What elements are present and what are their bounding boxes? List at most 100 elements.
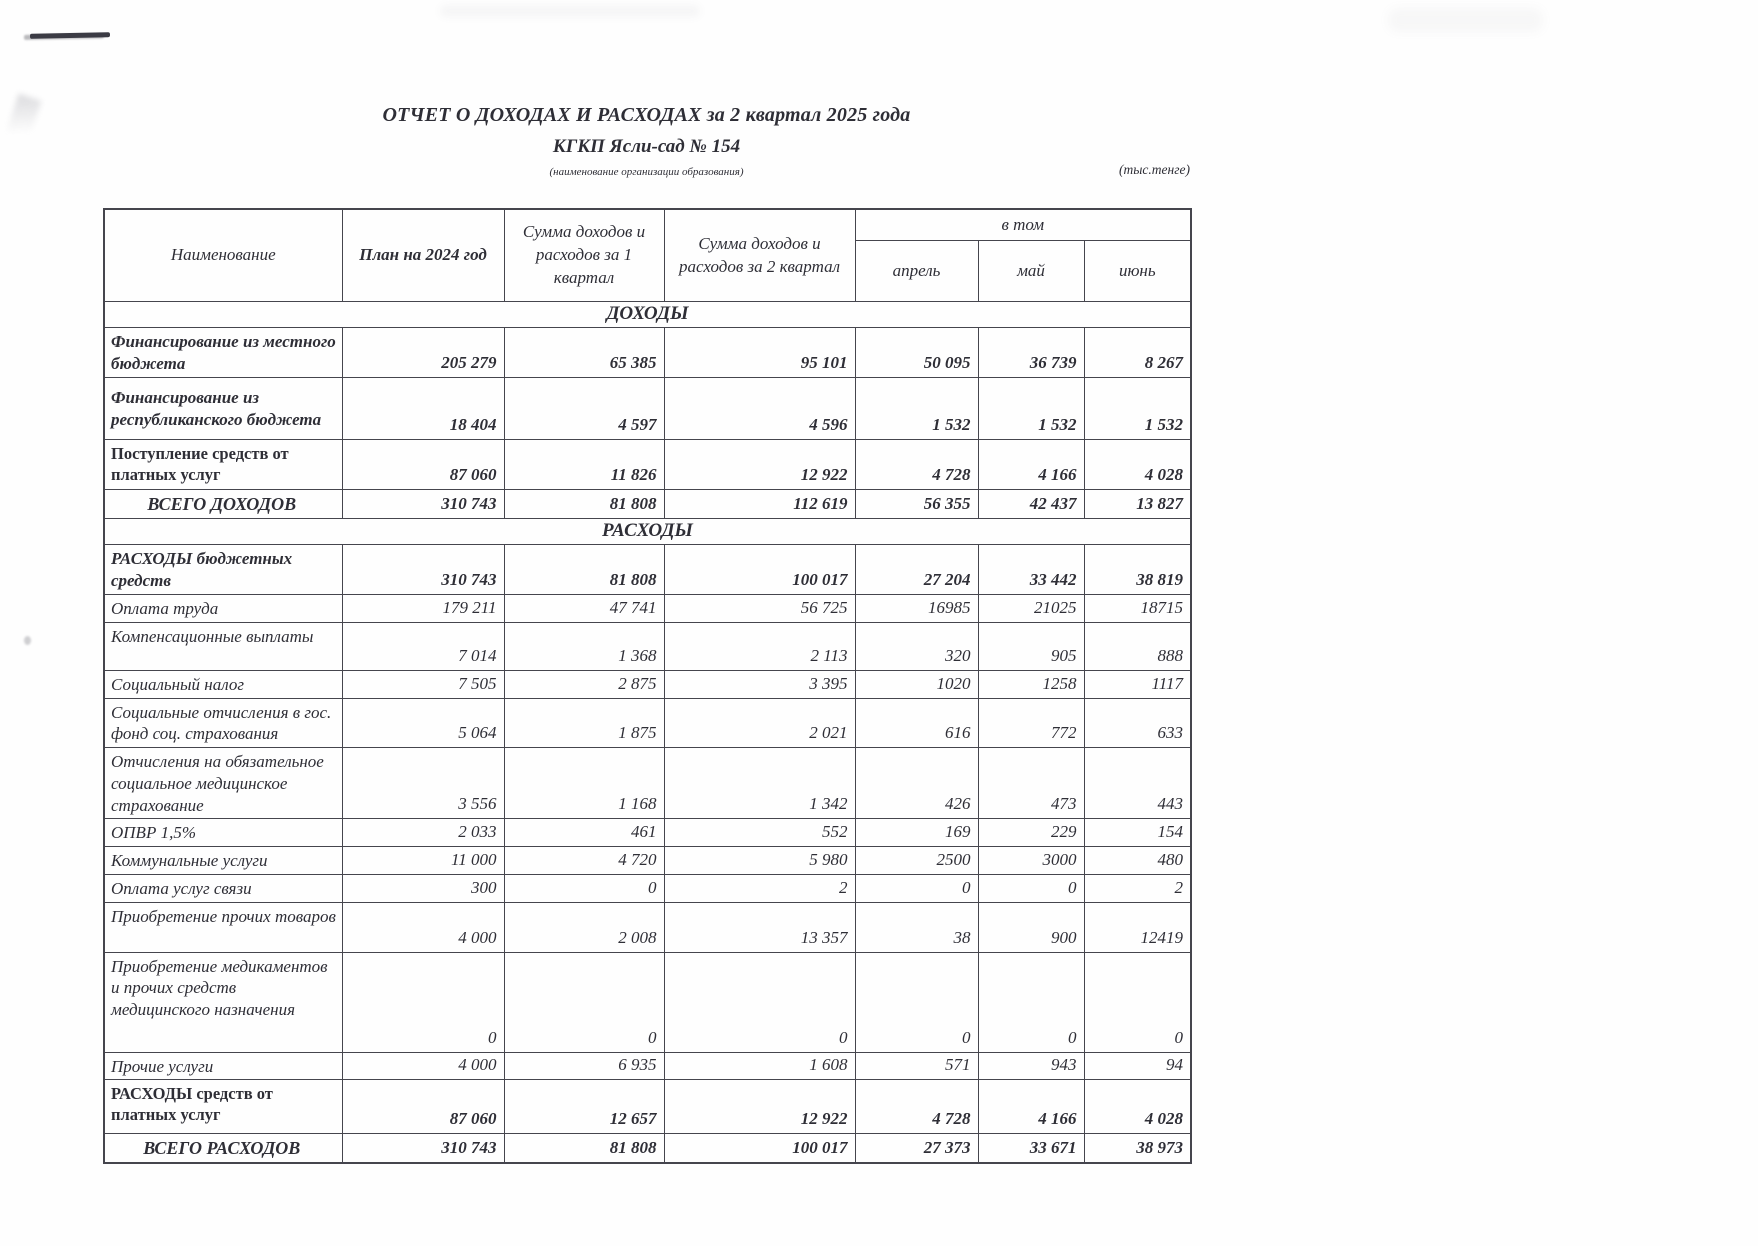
value-cell: 4 728 bbox=[854, 439, 979, 490]
value-cell: 100 017 bbox=[663, 1133, 856, 1164]
value-cell: 169 bbox=[854, 818, 979, 848]
value-cell: 905 bbox=[977, 621, 1085, 671]
row-label: Приобретение прочих товаров bbox=[103, 901, 343, 953]
value-cell: 7 505 bbox=[341, 669, 505, 699]
value-cell: 310 743 bbox=[341, 488, 505, 520]
header-row-top: Наименование План на 2024 год Сумма дохо… bbox=[103, 208, 1192, 302]
value-cell: 47 741 bbox=[503, 594, 665, 623]
value-cell: 36 739 bbox=[977, 327, 1085, 378]
value-cell: 1 875 bbox=[503, 697, 665, 749]
organization-note: (наименование организации образования) bbox=[549, 166, 744, 178]
value-cell: 0 bbox=[854, 951, 979, 1053]
value-cell: 12419 bbox=[1083, 901, 1192, 953]
row-label: РАСХОДЫ бюджетных средств bbox=[103, 544, 343, 596]
value-cell: 320 bbox=[854, 621, 979, 671]
value-cell: 154 bbox=[1083, 818, 1192, 848]
data-row: Финансирование из республиканского бюдже… bbox=[103, 377, 1192, 440]
value-cell: 426 bbox=[854, 747, 979, 820]
value-cell: 3000 bbox=[977, 846, 1085, 875]
value-cell: 7 014 bbox=[341, 621, 505, 671]
value-cell: 21025 bbox=[977, 594, 1085, 623]
organization-name: КГКП Ясли-сад № 154 bbox=[552, 136, 741, 157]
row-label: ОПВР 1,5% bbox=[103, 818, 343, 848]
value-cell: 18715 bbox=[1083, 594, 1192, 623]
row-label: Приобретение медикаментов и прочих средс… bbox=[103, 951, 343, 1053]
value-cell: 2 bbox=[1083, 873, 1192, 903]
pen-stroke-artifact bbox=[29, 32, 111, 39]
value-cell: 300 bbox=[341, 873, 505, 903]
value-cell: 12 657 bbox=[503, 1079, 665, 1135]
scan-shadow-topright-artifact bbox=[1388, 8, 1543, 32]
value-cell: 8 267 bbox=[1083, 327, 1192, 378]
value-cell: 1258 bbox=[977, 669, 1085, 699]
value-cell: 772 bbox=[977, 697, 1085, 749]
value-cell: 13 357 bbox=[663, 901, 856, 953]
value-cell: 943 bbox=[977, 1051, 1085, 1081]
value-cell: 1 532 bbox=[854, 377, 979, 440]
value-cell: 38 bbox=[854, 901, 979, 953]
value-cell: 42 437 bbox=[977, 488, 1085, 520]
data-row: Приобретение прочих товаров 4 000 2 008 13 … bbox=[103, 901, 1192, 953]
row-label: Оплата услуг связи bbox=[103, 873, 343, 903]
data-row: Финансирование из местного бюджета 205 27… bbox=[103, 327, 1192, 378]
row-label: Коммунальные услуги bbox=[103, 846, 343, 875]
data-row: Коммунальные услуги 11 000 4 720 5 980 2500 3… bbox=[103, 846, 1192, 875]
value-cell: 461 bbox=[503, 818, 665, 848]
document-title: ОТЧЕТ О ДОХОДАХ И РАСХОДАХ за 2 квартал … bbox=[382, 104, 911, 126]
col-header-plan: План на 2024 год bbox=[341, 208, 505, 302]
value-cell: 112 619 bbox=[663, 488, 856, 520]
value-cell: 205 279 bbox=[341, 327, 505, 378]
value-cell: 0 bbox=[854, 873, 979, 903]
value-cell: 552 bbox=[663, 818, 856, 848]
value-cell: 473 bbox=[977, 747, 1085, 820]
value-cell: 56 725 bbox=[663, 594, 856, 623]
data-row: Социальные отчисления в гос. фонд соц. с… bbox=[103, 697, 1192, 749]
data-row: Прочие услуги 4 000 6 935 1 608 571 943 94 bbox=[103, 1051, 1192, 1081]
value-cell: 4 728 bbox=[854, 1079, 979, 1135]
value-cell: 6 935 bbox=[503, 1051, 665, 1081]
section-row: ДОХОДЫ bbox=[103, 301, 1192, 328]
row-label: Прочие услуги bbox=[103, 1051, 343, 1081]
row-label: Отчисления на обязательное социальное ме… bbox=[103, 747, 343, 820]
value-cell: 100 017 bbox=[663, 544, 856, 596]
report-table-body: ДОХОДЫ Финансирование из местного бюджета… bbox=[103, 301, 1192, 1164]
col-header-q1: Сумма доходов и расходов за 1 квартал bbox=[503, 208, 665, 302]
value-cell: 0 bbox=[503, 951, 665, 1053]
value-cell: 2 033 bbox=[341, 818, 505, 848]
value-cell: 4 596 bbox=[663, 377, 856, 440]
value-cell: 11 000 bbox=[341, 846, 505, 875]
value-cell: 1 368 bbox=[503, 621, 665, 671]
value-cell: 633 bbox=[1083, 697, 1192, 749]
row-label: Компенсационные выплаты bbox=[103, 621, 343, 671]
income-expense-table: Наименование План на 2024 год Сумма дохо… bbox=[103, 208, 1193, 1165]
col-header-q2: Сумма доходов и расходов за 2 квартал bbox=[663, 208, 856, 302]
scan-shadow-top-artifact bbox=[440, 5, 700, 17]
value-cell: 888 bbox=[1083, 621, 1192, 671]
row-label: Социальный налог bbox=[103, 669, 343, 699]
value-cell: 229 bbox=[977, 818, 1085, 848]
units-note: (тыс.тенге) bbox=[1119, 162, 1190, 177]
value-cell: 94 bbox=[1083, 1051, 1192, 1081]
value-cell: 0 bbox=[1083, 951, 1192, 1053]
row-label: Финансирование из республиканского бюдже… bbox=[103, 377, 343, 440]
value-cell: 11 826 bbox=[503, 439, 665, 490]
value-cell: 81 808 bbox=[503, 1133, 665, 1164]
value-cell: 2 875 bbox=[503, 669, 665, 699]
value-cell: 310 743 bbox=[341, 1133, 505, 1164]
document-header: ОТЧЕТ О ДОХОДАХ И РАСХОДАХ за 2 квартал … bbox=[103, 104, 1190, 178]
row-label: Социальные отчисления в гос. фонд соц. с… bbox=[103, 697, 343, 749]
value-cell: 1117 bbox=[1083, 669, 1192, 699]
value-cell: 27 204 bbox=[854, 544, 979, 596]
row-label: ВСЕГО ДОХОДОВ bbox=[103, 488, 343, 520]
value-cell: 2 bbox=[663, 873, 856, 903]
value-cell: 5 064 bbox=[341, 697, 505, 749]
value-cell: 900 bbox=[977, 901, 1085, 953]
value-cell: 56 355 bbox=[854, 488, 979, 520]
value-cell: 13 827 bbox=[1083, 488, 1192, 520]
data-row: Поступление средств от платных услуг 87 0… bbox=[103, 439, 1192, 490]
value-cell: 95 101 bbox=[663, 327, 856, 378]
data-row: Оплата услуг связи 300 0 2 0 0 2 bbox=[103, 873, 1192, 903]
data-row: ОПВР 1,5% 2 033 461 552 169 229 154 bbox=[103, 818, 1192, 848]
data-row: РАСХОДЫ бюджетных средств 310 743 81 808 10… bbox=[103, 544, 1192, 596]
value-cell: 50 095 bbox=[854, 327, 979, 378]
